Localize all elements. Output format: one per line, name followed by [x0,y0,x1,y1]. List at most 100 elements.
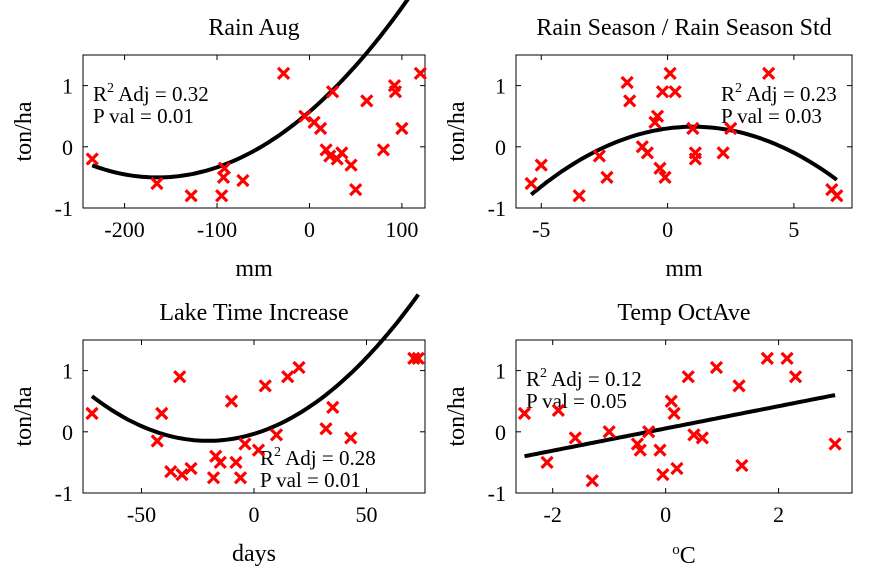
data-point [602,425,616,439]
data-point [670,461,684,476]
data-point [395,121,409,136]
y-tick-label: -1 [55,196,73,221]
y-tick-label: 1 [62,74,73,99]
data-point [173,370,187,384]
data-point [175,468,189,482]
r2-annotation-sup: 2 [107,81,114,96]
x-tick-label: -50 [127,502,156,527]
data-point [524,176,538,191]
data-point [150,176,164,191]
x-tick-label: 50 [356,502,378,527]
r2-annotation: R2 Adj = 0.23 [721,81,837,106]
fit-curve [91,0,410,180]
data-point [319,422,333,436]
data-point [85,152,99,166]
x-axis-label: days [232,541,276,567]
data-point [687,428,701,442]
pval-annotation: P val = 0.03 [721,104,822,128]
data-point [664,394,678,408]
data-point [709,360,724,375]
data-point [224,394,239,408]
data-point [292,360,306,375]
data-point [213,455,227,470]
data-point [650,109,665,123]
x-tick-label: -2 [544,502,562,527]
chart-title: Lake Time Increase [159,300,348,326]
x-tick-label: 0 [304,217,315,242]
data-point [686,121,700,136]
chart-title: Temp OctAve [617,300,750,326]
data-point [653,443,667,457]
data-point [688,146,702,160]
y-tick-label: -1 [488,196,506,221]
data-point [760,351,774,365]
y-axis-label: ton/ha [444,101,470,161]
x-tick-label: 0 [660,502,671,527]
data-point [568,431,582,445]
data-point [592,149,606,163]
data-point [164,464,178,479]
data-point [349,183,363,197]
data-point [323,149,337,163]
r2-annotation-r: R [93,82,107,106]
data-point [724,121,738,136]
x-tick-label: -200 [104,217,144,242]
x-axis-label-sup: o [672,542,680,558]
fit-curve [529,124,838,197]
data-point [732,379,746,393]
data-point [828,437,842,451]
y-tick-label: 1 [62,359,73,384]
data-point [388,85,403,99]
data-point [85,406,99,421]
data-point [780,351,794,365]
data-point [155,406,169,421]
data-point [206,471,221,485]
data-point [360,94,374,108]
plot-frame [515,54,853,209]
r2-annotation-r: R [260,446,274,470]
data-point [229,455,243,470]
y-axis-label: ton/ha [11,386,37,446]
data-point [344,431,358,445]
data-point [251,443,266,457]
x-axis-label: mm [665,256,703,282]
r2-annotation: R2 Adj = 0.28 [260,445,376,470]
data-point [653,161,667,175]
data-point [663,66,677,80]
y-axis-label: ton/ha [444,386,470,446]
data-point [217,161,232,175]
x-tick-label: 5 [788,217,799,242]
chart-panel-1: -200 -100 0 100 -1 0 1 Rain Aug mm ton/ha R2 Adj =… [11,0,428,282]
chart-panel-3: -50 0 50 -1 0 1 Lake Time Increase days ton/ha R2… [11,293,426,567]
r2-annotation: R2 Adj = 0.12 [526,366,642,391]
data-point [269,428,284,442]
data-point [585,474,599,488]
data-point [655,85,670,99]
data-point [517,406,532,421]
data-point [276,66,291,80]
chart-title: Rain Season / Rain Season Std [536,15,831,41]
data-point [716,146,730,160]
data-point [326,400,340,414]
data-point [325,85,340,99]
data-point [233,471,248,485]
r2-annotation-rest: Adj = 0.28 [281,446,376,470]
y-axis-label: ton/ha [11,101,37,161]
y-tick-label: -1 [488,481,506,506]
r2-annotation: R2 Adj = 0.32 [93,81,209,106]
data-point [150,434,164,448]
data-point [551,403,565,418]
data-point [656,468,670,482]
r2-annotation-rest: Adj = 0.32 [114,82,209,106]
pval-annotation: P val = 0.01 [260,468,361,492]
data-point [540,455,554,470]
r2-annotation-sup: 2 [274,445,281,460]
x-axis-label: oC [672,542,696,569]
data-point [788,370,803,384]
pval-annotation: P val = 0.05 [526,389,627,413]
y-tick-label: -1 [55,481,73,506]
data-point [319,143,333,157]
data-point [258,379,272,393]
data-point [572,189,586,203]
